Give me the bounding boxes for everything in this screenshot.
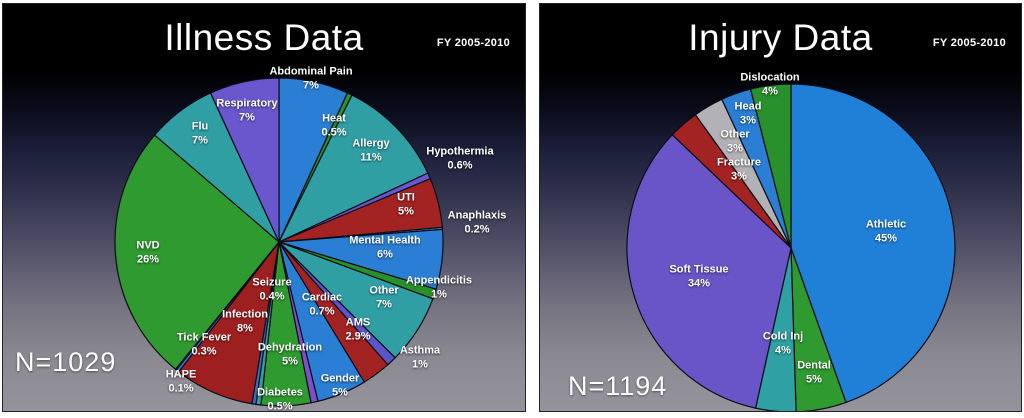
injury-chart-panel: Athletic 45% Dental 5% Cold Inj 4% Soft Tissue… xyxy=(539,3,1022,412)
illness-pie-svg xyxy=(114,77,444,407)
illness-fiscal-year-label: FY 2005-2010 xyxy=(436,37,510,49)
injury-chart-title: Injury Data xyxy=(688,17,873,58)
pie-slice-respiratory xyxy=(209,77,280,243)
injury-fiscal-year-label: FY 2005-2010 xyxy=(932,37,1006,49)
pie-slice-nvd xyxy=(114,134,280,370)
illness-sample-size-label: N=1029 xyxy=(15,347,117,377)
pie-slice-dislocation xyxy=(750,83,792,249)
injury-sample-size-label: N=1194 xyxy=(568,371,668,401)
illness-chart-panel: Abdominal Pain 7% Heat 0.5% Allergy 11% Hypoth… xyxy=(2,3,526,412)
illness-chart-title: Illness Data xyxy=(164,17,364,58)
pie-slice-soft-tissue xyxy=(626,134,792,409)
injury-pie-svg xyxy=(626,83,956,411)
pie-slice-athletic xyxy=(790,83,956,404)
pie-slice-dental xyxy=(790,247,847,411)
pie-slice-allergy xyxy=(278,94,429,243)
